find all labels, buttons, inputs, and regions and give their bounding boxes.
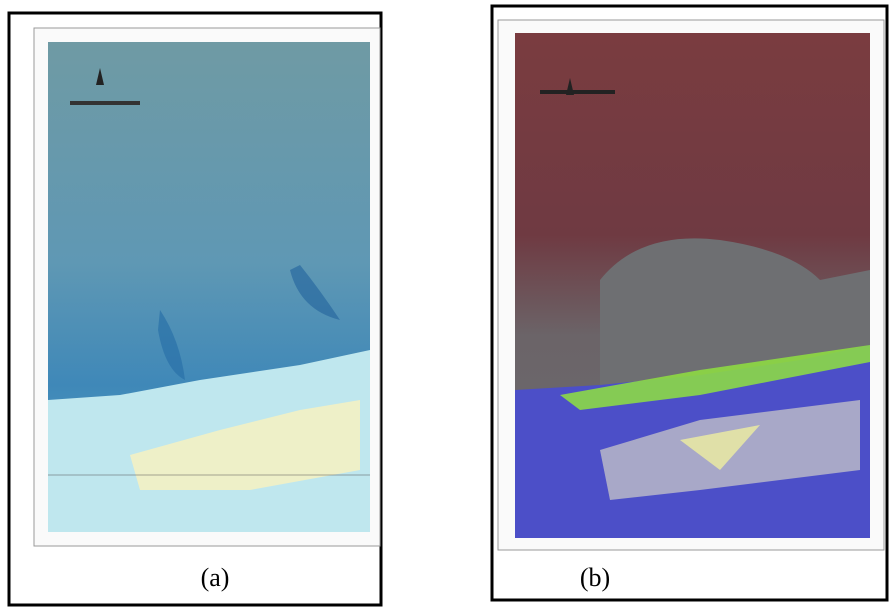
figure: (a) (b): [0, 0, 896, 610]
scale-bar: [70, 101, 140, 105]
panel-a: (a): [9, 13, 381, 605]
panel-caption: (b): [580, 563, 610, 592]
panel-caption: (a): [201, 563, 230, 592]
scale-bar: [540, 90, 615, 94]
panel-b: (b): [492, 6, 887, 600]
